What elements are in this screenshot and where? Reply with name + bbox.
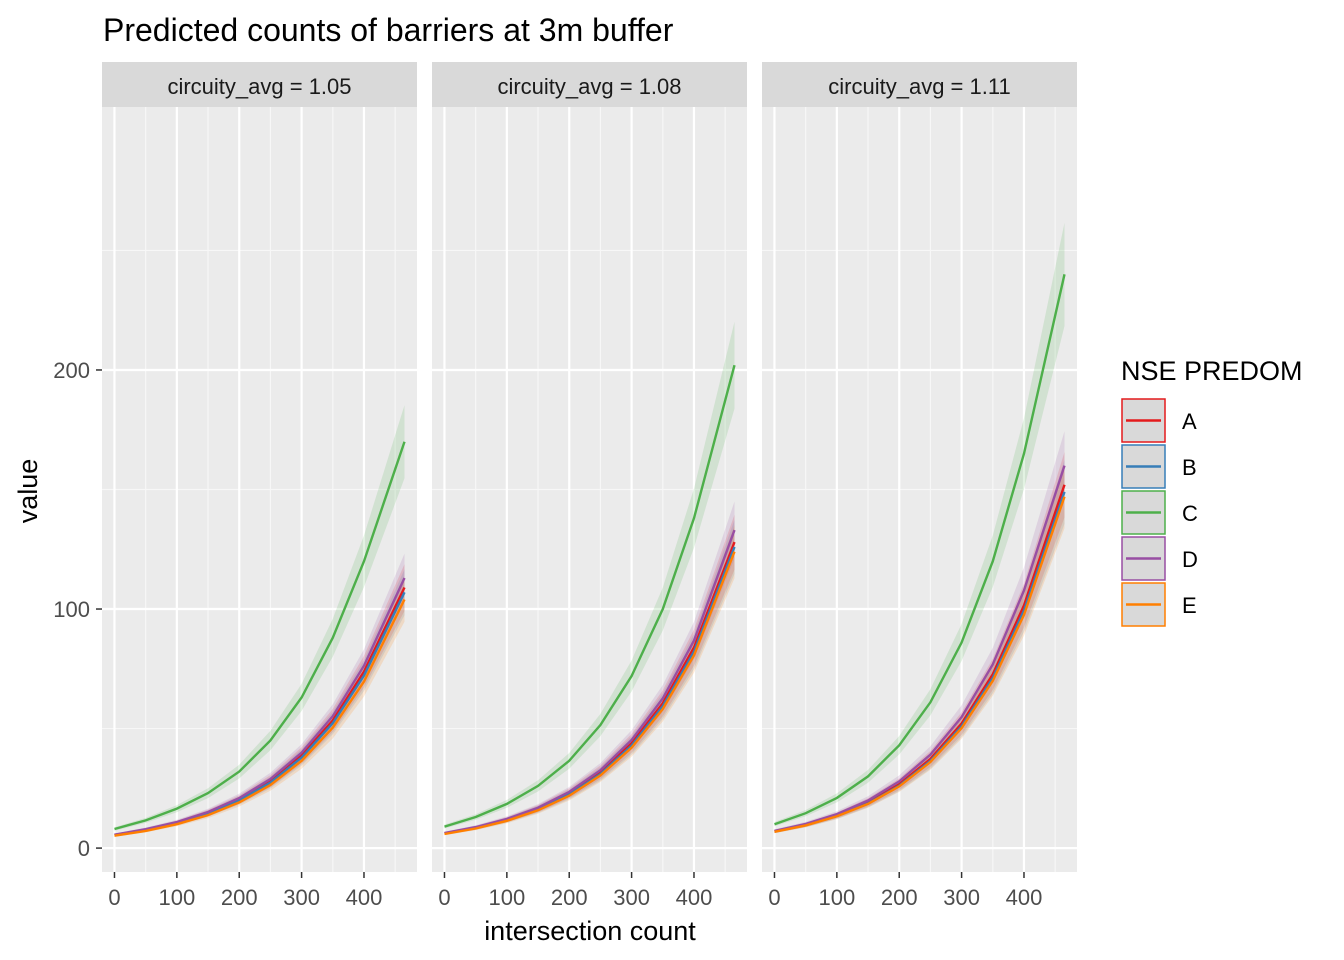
series-line-C — [114, 441, 406, 831]
x-tick-label: 300 — [943, 885, 980, 910]
x-tick-label: 100 — [488, 885, 525, 910]
x-tick-label: 300 — [613, 885, 650, 910]
legend-title: NSE PREDOM — [1121, 356, 1303, 386]
legend-item-D: D — [1121, 536, 1198, 581]
ribbon-C — [444, 321, 735, 829]
series-line-D — [444, 529, 736, 835]
legend-item-C: C — [1121, 490, 1198, 535]
series-line-D — [774, 465, 1066, 833]
x-tick-label: 100 — [818, 885, 855, 910]
y-tick-label: 0 — [78, 836, 90, 861]
series-line-D — [114, 577, 406, 836]
facet-strip-label: circuity_avg = 1.08 — [497, 74, 681, 99]
x-tick-label: 0 — [438, 885, 450, 910]
series-line-C — [444, 364, 736, 828]
facet-strip — [102, 62, 417, 107]
chart-title: Predicted counts of barriers at 3m buffe… — [103, 12, 674, 48]
ribbon-C — [774, 222, 1065, 827]
y-tick-label: 100 — [53, 597, 90, 622]
facet-panel: circuity_avg = 1.05 0 100 200 300 400 — [102, 62, 417, 910]
series-line-E — [444, 551, 736, 836]
legend-label: E — [1182, 593, 1197, 618]
legend-label: A — [1182, 409, 1197, 434]
legend-label: C — [1182, 501, 1198, 526]
ribbon-C — [114, 405, 405, 831]
x-tick-label: 400 — [676, 885, 713, 910]
legend-item-B: B — [1121, 444, 1197, 489]
facet-strip-label: circuity_avg = 1.11 — [828, 74, 1010, 99]
y-tick-label: 200 — [53, 358, 90, 383]
facet-panel: circuity_avg = 1.08 0 100 200 300 400 — [432, 62, 747, 910]
x-tick-label: 0 — [108, 885, 120, 910]
facet-strip — [432, 62, 747, 107]
series-line-E — [774, 496, 1066, 833]
x-tick-label: 200 — [881, 885, 918, 910]
x-tick-label: 0 — [768, 885, 780, 910]
legend-item-E: E — [1121, 582, 1197, 627]
ribbon-D — [444, 501, 735, 835]
y-axis-title: value — [13, 459, 43, 524]
legend-item-A: A — [1121, 398, 1197, 443]
y-axis: 0 100 200 — [53, 358, 102, 861]
x-tick-label: 300 — [283, 885, 320, 910]
x-tick-label: 200 — [221, 885, 258, 910]
series-line-C — [774, 274, 1066, 826]
facet-panel: circuity_avg = 1.11 0 100 200 300 400 — [762, 62, 1077, 910]
series-line-E — [114, 598, 406, 837]
x-tick-label: 100 — [158, 885, 195, 910]
legend-label: B — [1182, 455, 1197, 480]
x-tick-label: 200 — [551, 885, 588, 910]
x-tick-label: 400 — [1006, 885, 1043, 910]
legend-label: D — [1182, 547, 1198, 572]
x-axis-title: intersection count — [484, 916, 696, 946]
facet-strip-label: circuity_avg = 1.05 — [167, 74, 351, 99]
facet-strip — [762, 62, 1077, 107]
x-tick-label: 400 — [346, 885, 383, 910]
facet-panels: circuity_avg = 1.050 100 200 300 400circuity… — [102, 62, 1077, 910]
